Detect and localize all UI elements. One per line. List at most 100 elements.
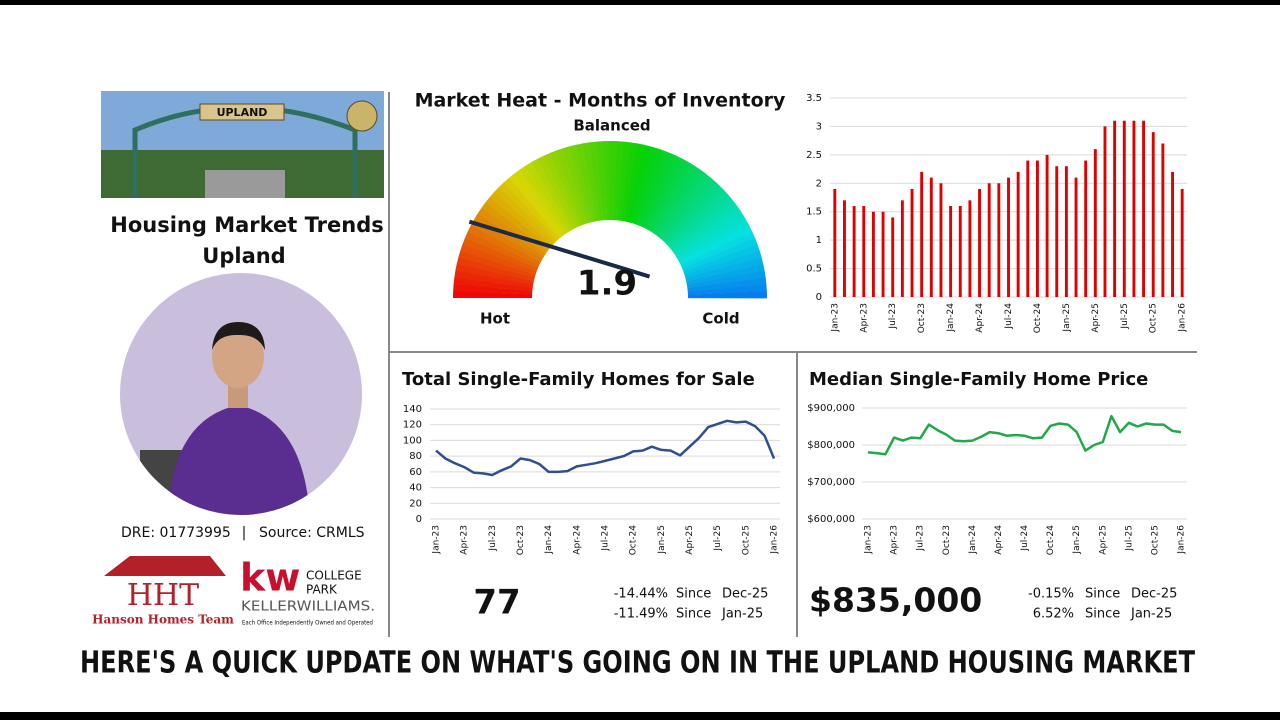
gauge-segment xyxy=(684,250,762,278)
gauge-value: 1.9 xyxy=(577,264,637,304)
bar xyxy=(958,206,962,297)
stat-period: Jan-25 xyxy=(1130,607,1172,622)
bar xyxy=(997,183,1001,297)
gauge-segment xyxy=(498,182,558,243)
y-tick-label: 40 xyxy=(409,483,422,494)
gauge-segment xyxy=(679,225,753,266)
gauge-segment xyxy=(671,202,739,254)
gauge-segment xyxy=(662,182,722,243)
kw-office: PARK xyxy=(306,583,338,597)
stat-since: Since xyxy=(1085,587,1120,602)
stat-period: Jan-25 xyxy=(721,607,763,622)
gauge-segment xyxy=(636,150,671,227)
x-tick-label: Oct-23 xyxy=(917,303,927,333)
x-tick-label: Jul-23 xyxy=(916,525,926,552)
gauge-segment xyxy=(649,162,695,233)
gauge-segment xyxy=(576,143,597,222)
y-tick-label: 3.5 xyxy=(806,93,822,104)
bar xyxy=(1084,160,1088,297)
x-tick-label: Jul-24 xyxy=(601,525,611,552)
gauge-label: Cold xyxy=(702,310,739,328)
stat-change: -11.49% xyxy=(614,607,668,622)
gauge-segment xyxy=(633,148,665,225)
x-tick-label: Apr-25 xyxy=(1091,303,1101,333)
stat-since: Since xyxy=(1085,607,1120,622)
x-tick-label: Oct-23 xyxy=(942,525,952,555)
gauge-segment xyxy=(680,231,756,269)
bar xyxy=(920,171,924,297)
x-tick-label: Jul-25 xyxy=(1124,525,1134,552)
bar xyxy=(1171,171,1174,297)
y-tick-label: $700,000 xyxy=(807,477,855,488)
gauge-segment xyxy=(454,270,534,288)
x-tick-label: Apr-23 xyxy=(890,525,900,555)
gauge-segment xyxy=(489,191,553,248)
bar xyxy=(900,200,904,297)
sidebar-title: Upland xyxy=(202,244,285,268)
kw-brand: KELLERWILLIAMS. xyxy=(241,600,375,615)
x-tick-label: Jan-23 xyxy=(864,525,874,555)
stat-change: 6.52% xyxy=(1033,607,1074,622)
separator: | xyxy=(242,525,247,541)
bar xyxy=(1161,143,1165,297)
gauge-segment xyxy=(549,150,584,226)
gauge-segment xyxy=(675,213,747,260)
x-tick-label: Jan-26 xyxy=(1177,525,1187,555)
gauge-segment xyxy=(651,165,701,235)
bar xyxy=(1180,188,1184,297)
gauge-segment xyxy=(665,186,726,246)
x-tick-label: Jan-24 xyxy=(968,525,978,555)
gauge-segment xyxy=(525,161,572,233)
stat-period: Dec-25 xyxy=(1131,587,1177,602)
gauge-segment xyxy=(531,158,575,231)
y-tick-label: 1.5 xyxy=(806,207,822,218)
bar xyxy=(1016,171,1020,297)
bar xyxy=(929,177,933,297)
y-tick-label: 0 xyxy=(816,292,822,303)
gauge-segment xyxy=(646,158,689,231)
x-tick-label: Jan-26 xyxy=(770,525,780,555)
x-tick-label: Apr-25 xyxy=(685,525,695,555)
sign-text: UPLAND xyxy=(217,106,268,119)
bar xyxy=(987,183,991,297)
bar xyxy=(1122,120,1126,297)
bar xyxy=(862,206,866,297)
bar xyxy=(881,211,885,297)
bar xyxy=(843,200,846,297)
x-tick-label: Jan-23 xyxy=(830,303,840,333)
chart-title: Market Heat - Months of Inventory xyxy=(415,90,786,112)
gauge-segment xyxy=(453,290,533,298)
x-tick-label: Jul-24 xyxy=(1004,303,1014,330)
sidebar-title: Housing Market Trends xyxy=(110,213,383,237)
gauge-segment xyxy=(562,146,590,224)
gauge-segment xyxy=(458,250,536,278)
gauge-segment xyxy=(514,169,566,237)
x-tick-label: Apr-24 xyxy=(994,525,1004,555)
bar xyxy=(1045,154,1049,297)
stat-change: -14.44% xyxy=(614,587,668,602)
y-tick-label: 120 xyxy=(403,420,422,431)
gauge-segment xyxy=(626,144,651,223)
gauge-segment xyxy=(503,177,560,241)
agent-photo xyxy=(120,273,362,515)
x-tick-label: Jan-25 xyxy=(1062,303,1072,333)
x-tick-label: Oct-24 xyxy=(1033,303,1043,334)
gauge xyxy=(453,141,767,299)
gauge-segment xyxy=(582,142,600,222)
gauge-segment xyxy=(613,141,625,221)
bar xyxy=(1007,177,1010,297)
bar xyxy=(1113,120,1117,297)
kw-logo: kw COLLEGE PARK KELLERWILLIAMS. Each Off… xyxy=(240,556,375,627)
line xyxy=(435,419,776,477)
gauge-segment xyxy=(667,191,731,248)
bar xyxy=(978,188,982,297)
hht-logo: HHT Hanson Homes Team xyxy=(92,556,234,627)
city-photo: UPLAND xyxy=(101,91,384,198)
stat-value: 77 xyxy=(473,583,520,623)
stat-change: -0.15% xyxy=(1028,587,1074,602)
hht-name: Hanson Homes Team xyxy=(92,613,234,627)
gauge-segment xyxy=(616,141,631,221)
gauge-segment xyxy=(485,196,551,251)
gauge-segment xyxy=(455,263,534,285)
